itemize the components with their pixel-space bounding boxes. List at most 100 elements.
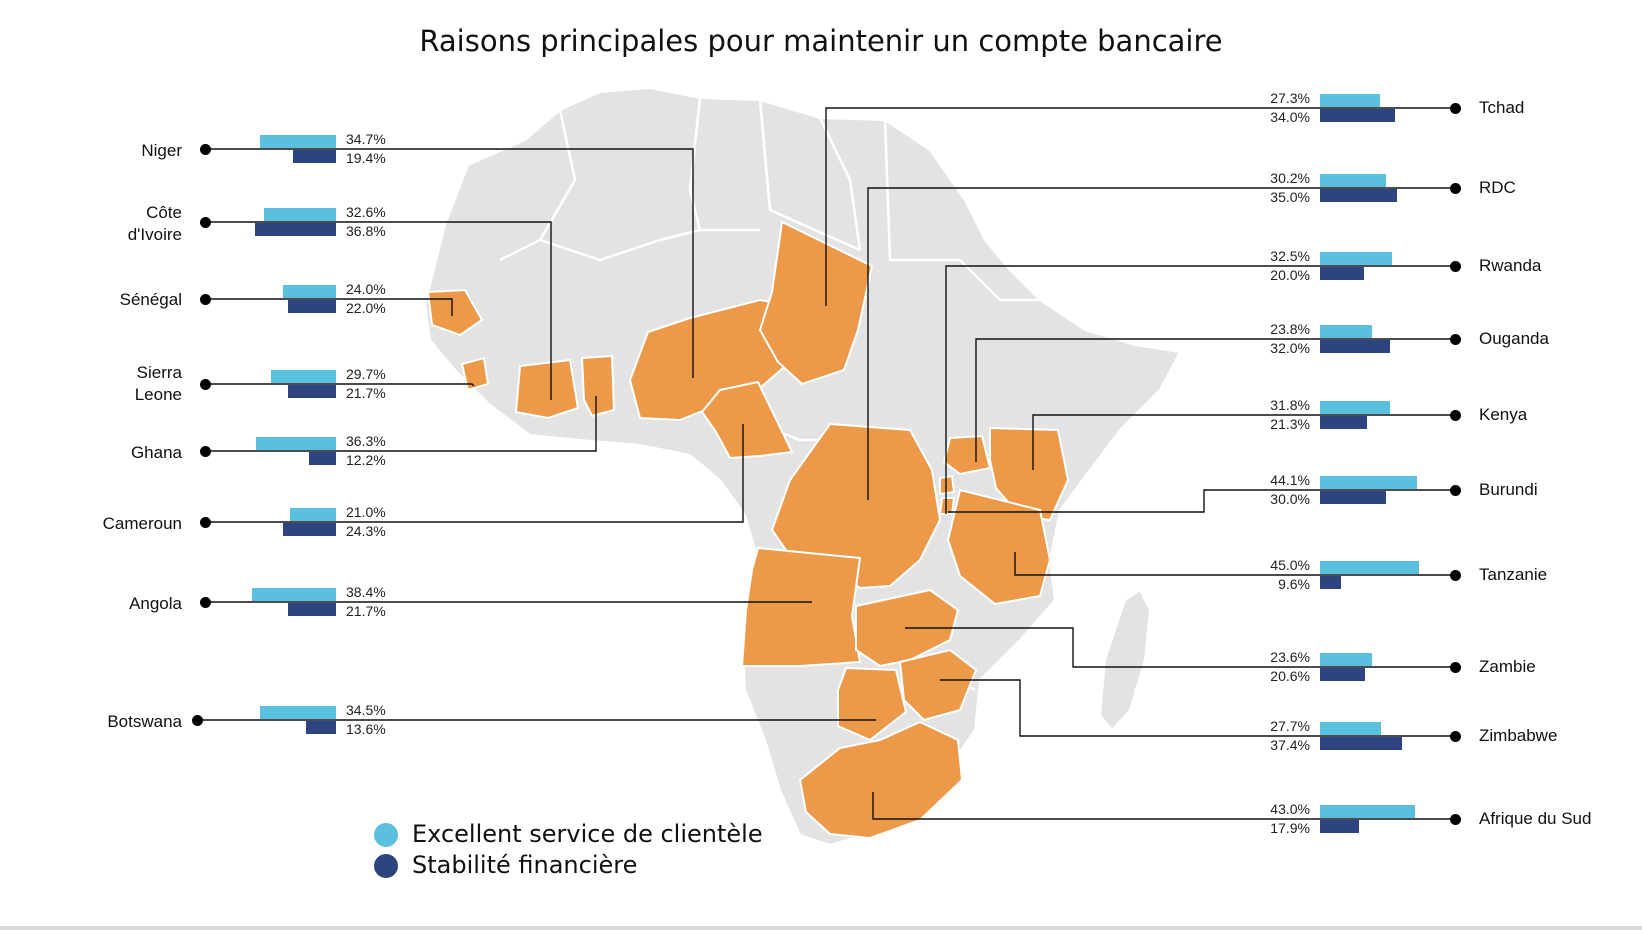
country-botswana <box>837 666 908 742</box>
bar-service-tanzanie <box>1320 561 1419 574</box>
bar-service-zimbabwe <box>1320 722 1381 735</box>
bar-stability-zimbabwe <box>1320 737 1403 750</box>
country-uganda <box>942 434 992 476</box>
bar-stability-burundi <box>1320 491 1386 504</box>
connector-sierra-leone <box>206 383 475 387</box>
value-stability-tanzanie: 9.6% <box>1278 576 1310 592</box>
country-dot-zimbabwe <box>1450 731 1461 742</box>
bar-service-ghana <box>256 437 336 450</box>
bar-service-rdc <box>1320 174 1387 187</box>
country-dot-niger <box>200 144 211 155</box>
value-service-rdc: 30.2% <box>1270 170 1310 186</box>
bar-service-angola <box>251 588 336 601</box>
value-service-ghana: 36.3% <box>346 433 386 449</box>
value-service-niger: 34.7% <box>346 131 386 147</box>
connector-ghana <box>206 396 597 452</box>
value-service-rwanda: 32.5% <box>1270 248 1310 264</box>
country-label-angola: Angola <box>129 594 182 613</box>
bar-stability-c-te-d-ivoire <box>255 223 336 236</box>
country-label-tchad: Tchad <box>1479 98 1525 117</box>
legend-item-stability: Stabilité financière <box>374 851 637 879</box>
value-service-botswana: 34.5% <box>346 702 386 718</box>
country-label-rdc: RDC <box>1479 178 1516 197</box>
bar-stability-zambie <box>1320 668 1366 681</box>
legend-label-service: Excellent service de clientèle <box>412 820 763 848</box>
connector-tchad <box>825 107 1455 306</box>
country-dot-rdc <box>1450 183 1461 194</box>
country-afrique-du-sud <box>798 720 964 840</box>
legend-swatch-service <box>374 823 398 847</box>
value-stability-rdc: 35.0% <box>1270 189 1310 205</box>
value-stability-botswana: 13.6% <box>346 721 386 737</box>
bar-service-niger <box>259 135 336 148</box>
country-dot-cameroun <box>200 517 211 528</box>
value-stability-c-te-d-ivoire: 36.8% <box>346 223 386 239</box>
value-service-afrique-du-sud: 43.0% <box>1270 801 1310 817</box>
country-rdc <box>770 422 942 590</box>
value-stability-afrique-du-sud: 17.9% <box>1270 820 1310 836</box>
country-label-sierra-leone: Sierra Leone <box>134 363 182 404</box>
connector-c-te-d-ivoire <box>206 221 552 400</box>
connector-cameroun <box>206 424 744 523</box>
legend-label-stability: Stabilité financière <box>412 851 638 879</box>
connector-rdc <box>867 187 1455 500</box>
connector-burundi <box>948 489 1455 513</box>
country-label-zimbabwe: Zimbabwe <box>1479 726 1558 745</box>
bottom-divider <box>0 926 1642 930</box>
country-label-kenya: Kenya <box>1479 405 1528 424</box>
country-angola <box>740 546 862 667</box>
bar-stability-niger <box>293 150 336 163</box>
country-ghana <box>580 354 616 418</box>
country-dot-kenya <box>1450 410 1461 421</box>
bar-stability-kenya <box>1320 416 1367 429</box>
country-dot-tchad <box>1450 103 1461 114</box>
value-service-cameroun: 21.0% <box>346 504 386 520</box>
value-service-kenya: 31.8% <box>1270 397 1310 413</box>
country-label-burundi: Burundi <box>1479 480 1538 499</box>
connector-zimbabwe <box>940 679 1455 737</box>
value-stability-ouganda: 32.0% <box>1270 340 1310 356</box>
bar-stability-tanzanie <box>1320 576 1342 589</box>
bar-stability-cameroun <box>282 523 336 536</box>
bar-service-cameroun <box>289 508 336 521</box>
value-stability-s-n-gal: 22.0% <box>346 300 386 316</box>
bar-stability-botswana <box>306 721 336 734</box>
value-service-sierra-leone: 29.7% <box>346 366 386 382</box>
legend-item-service: Excellent service de clientèle <box>374 820 763 848</box>
value-stability-zambie: 20.6% <box>1270 668 1310 684</box>
bar-service-botswana <box>260 706 336 719</box>
bar-stability-s-n-gal <box>287 300 336 313</box>
value-stability-rwanda: 20.0% <box>1270 267 1310 283</box>
value-stability-niger: 19.4% <box>346 150 386 166</box>
bar-service-afrique-du-sud <box>1320 805 1415 818</box>
country-dot-botswana <box>192 715 203 726</box>
country-dot-sierra-leone <box>200 379 211 390</box>
value-service-zambie: 23.6% <box>1270 649 1310 665</box>
country-dot-zambie <box>1450 662 1461 673</box>
connector-niger <box>206 148 694 378</box>
country-label-rwanda: Rwanda <box>1479 256 1542 275</box>
country-dot-tanzanie <box>1450 570 1461 581</box>
connector-zambie <box>905 627 1455 668</box>
bar-stability-rwanda <box>1320 267 1364 280</box>
country-label-afrique-du-sud: Afrique du Sud <box>1479 809 1592 828</box>
value-stability-burundi: 30.0% <box>1270 491 1310 507</box>
chart-title: Raisons principales pour maintenir un co… <box>419 24 1223 58</box>
value-service-burundi: 44.1% <box>1270 472 1310 488</box>
country-dot-ghana <box>200 446 211 457</box>
country-label-botswana: Botswana <box>107 712 182 731</box>
country-dot-ouganda <box>1450 334 1461 345</box>
country-label-zambie: Zambie <box>1479 657 1536 676</box>
country-dot-burundi <box>1450 485 1461 496</box>
value-service-tanzanie: 45.0% <box>1270 557 1310 573</box>
bar-stability-angola <box>288 603 336 616</box>
bar-service-sierra-leone <box>270 370 336 383</box>
value-stability-tchad: 34.0% <box>1270 109 1310 125</box>
country-label-s-n-gal: Sénégal <box>119 290 182 309</box>
connector-afrique-du-sud <box>872 792 1455 820</box>
bar-stability-tchad <box>1320 109 1395 122</box>
country-dot-afrique-du-sud <box>1450 814 1461 825</box>
country-label-tanzanie: Tanzanie <box>1479 565 1548 584</box>
bar-service-kenya <box>1320 401 1390 414</box>
madagascar <box>1098 588 1152 732</box>
